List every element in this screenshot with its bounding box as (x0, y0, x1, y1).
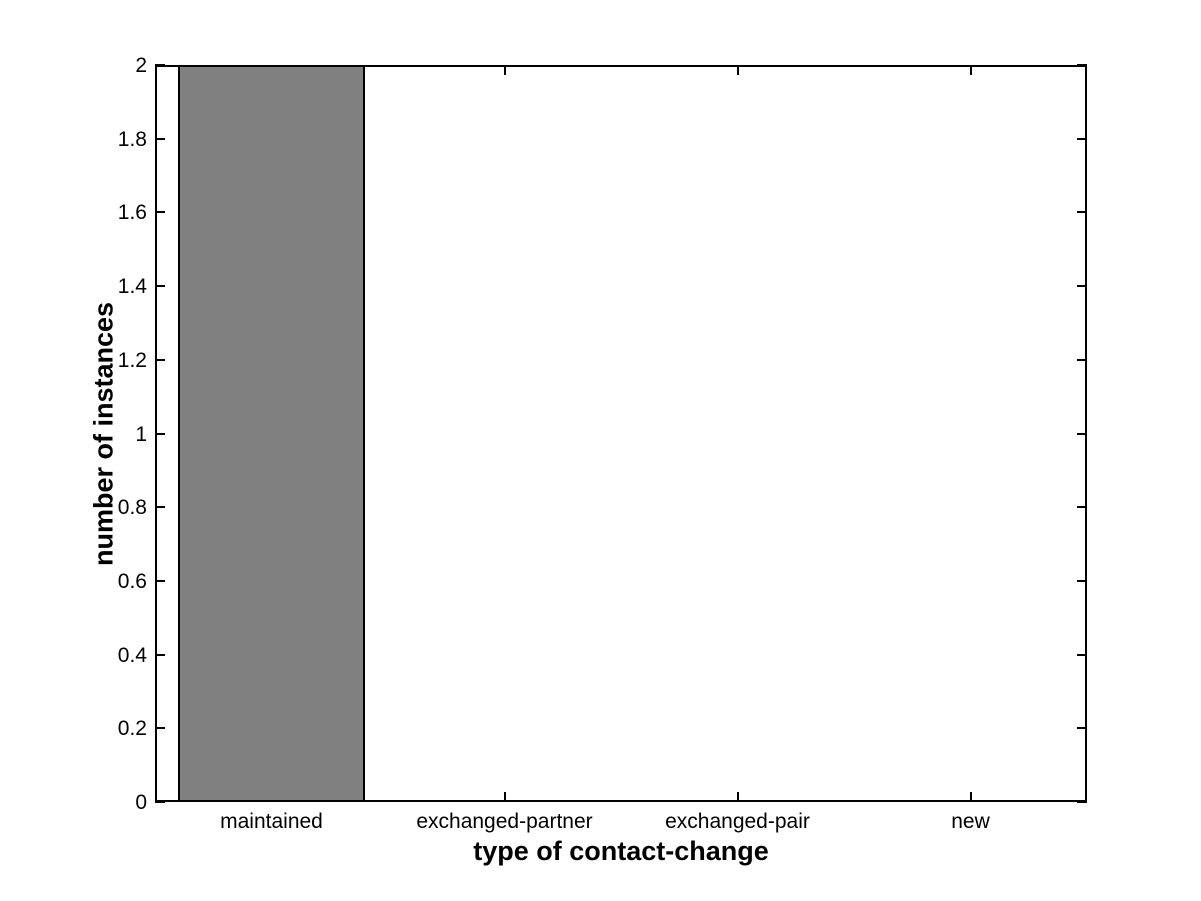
y-tick-label: 0 (135, 791, 147, 814)
y-tick-mark-right (1077, 506, 1087, 509)
y-tick-mark (155, 801, 165, 803)
x-axis-label: type of contact-change (473, 836, 769, 866)
y-tick-mark (155, 211, 165, 214)
y-tick-mark-right (1077, 801, 1087, 803)
y-tick-label: 1.6 (117, 201, 147, 225)
y-tick-mark (155, 727, 165, 730)
y-tick-mark (155, 358, 165, 361)
x-tick-mark-top (503, 65, 506, 75)
y-tick-mark (155, 579, 165, 582)
y-tick-mark-right (1077, 137, 1087, 140)
x-tick-mark (736, 792, 739, 802)
y-tick-mark-right (1077, 727, 1087, 730)
y-tick-mark (155, 653, 165, 656)
x-tick-mark-top (736, 65, 739, 75)
y-tick-mark-right (1077, 653, 1087, 656)
y-tick-mark (155, 64, 165, 66)
y-tick-label: 2 (135, 54, 147, 77)
y-tick-label: 0.8 (117, 496, 147, 520)
y-tick-mark (155, 432, 165, 435)
y-tick-mark-right (1077, 432, 1087, 435)
x-tick-mark (503, 792, 506, 802)
y-tick-mark (155, 506, 165, 509)
y-tick-label: 1 (135, 422, 147, 446)
y-tick-mark-right (1077, 211, 1087, 214)
y-tick-mark-right (1077, 64, 1087, 66)
x-tick-label: exchanged-pair (665, 810, 810, 833)
x-tick-label: exchanged-partner (416, 810, 593, 833)
y-tick-mark-right (1077, 358, 1087, 361)
y-tick-label: 0.6 (117, 569, 147, 593)
y-tick-mark-right (1077, 285, 1087, 288)
x-tick-label: maintained (220, 810, 323, 833)
y-tick-label: 1.8 (117, 127, 147, 151)
y-tick-label: 0.4 (117, 643, 147, 667)
x-tick-mark (969, 792, 972, 802)
bar-maintained (178, 65, 365, 802)
y-tick-label: 1.4 (117, 275, 147, 299)
y-tick-label: 1.2 (117, 348, 147, 372)
y-tick-label: 0.2 (117, 717, 147, 741)
x-tick-mark-top (969, 65, 972, 75)
y-tick-mark-right (1077, 579, 1087, 582)
y-tick-mark (155, 137, 165, 140)
x-tick-label: new (951, 810, 990, 833)
y-tick-mark (155, 285, 165, 288)
